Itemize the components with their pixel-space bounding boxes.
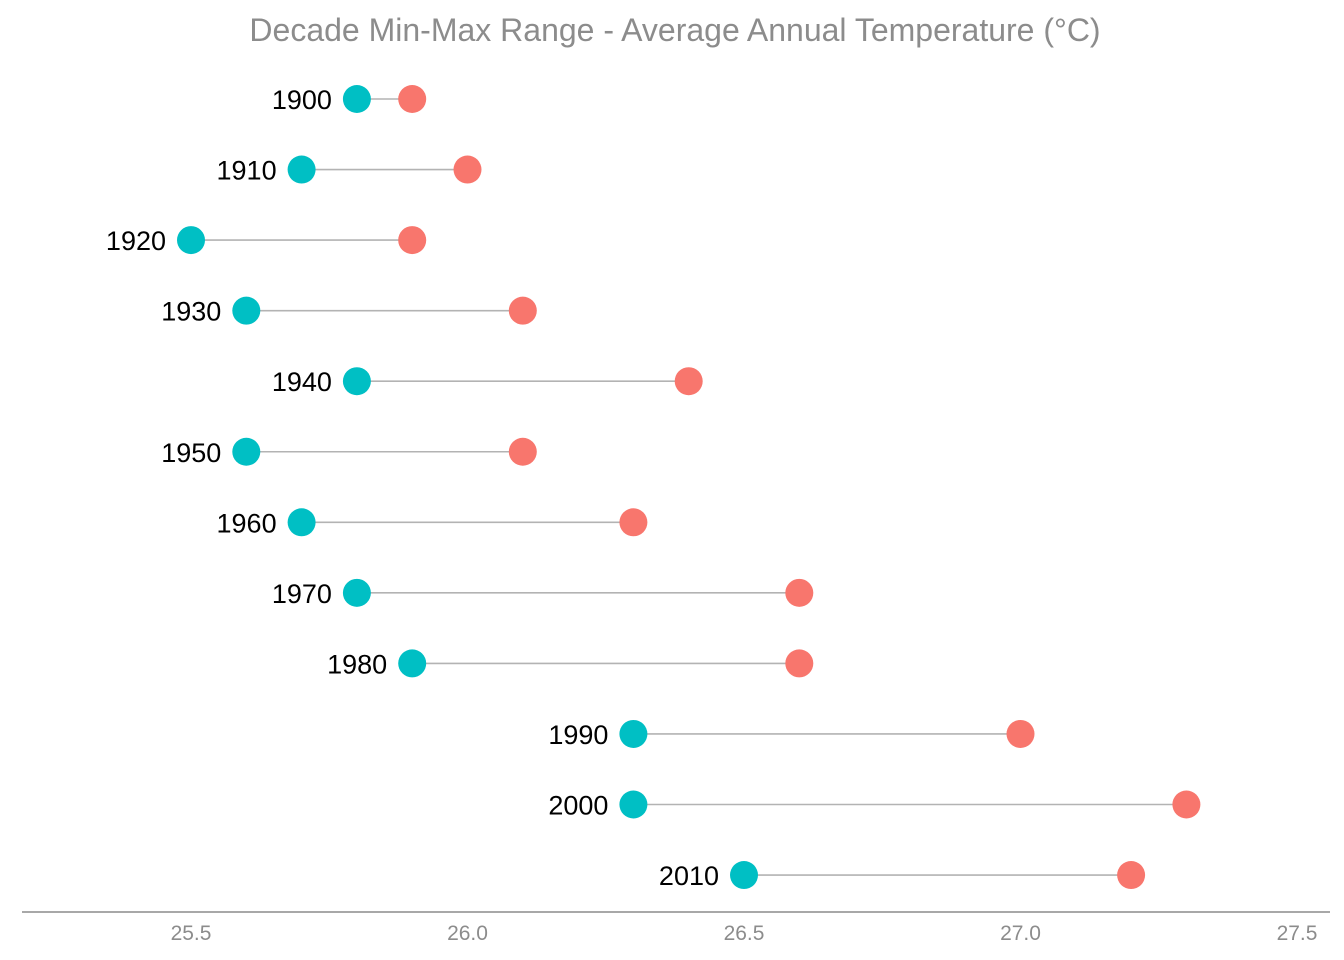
category-label-1980: 1980 (327, 649, 387, 679)
data-points (177, 85, 1201, 890)
x-tick-label: 26.5 (724, 922, 765, 945)
range-lines (191, 98, 1187, 876)
max-point-1960 (619, 508, 648, 537)
x-tick-label: 27.0 (1000, 922, 1041, 945)
max-point-1990 (1006, 719, 1035, 748)
min-point-2010 (730, 861, 758, 890)
category-label-2010: 2010 (659, 861, 719, 891)
max-point-1910 (453, 155, 482, 184)
category-label-1970: 1970 (272, 579, 332, 609)
category-label-1960: 1960 (217, 508, 277, 538)
max-point-1970 (785, 578, 814, 607)
min-point-1960 (287, 508, 316, 537)
max-point-1920 (398, 226, 427, 255)
max-point-1980 (785, 649, 814, 678)
max-point-1900 (398, 85, 427, 113)
min-point-1940 (342, 367, 371, 396)
max-point-1930 (508, 296, 537, 325)
min-point-1930 (232, 296, 261, 325)
x-tick-label: 26.0 (447, 922, 488, 945)
category-label-2000: 2000 (548, 791, 608, 821)
category-label-1910: 1910 (217, 156, 277, 186)
min-point-1990 (619, 719, 648, 748)
min-point-2000 (619, 790, 648, 819)
max-point-2000 (1172, 790, 1201, 819)
min-point-1980 (398, 649, 427, 678)
min-point-1970 (342, 578, 371, 607)
min-point-1950 (232, 437, 261, 466)
min-point-1900 (342, 85, 371, 113)
chart-title: Decade Min-Max Range - Average Annual Te… (249, 12, 1100, 48)
category-label-1900: 1900 (272, 85, 332, 115)
max-point-2010 (1117, 861, 1146, 890)
max-point-1940 (674, 367, 703, 396)
min-point-1910 (287, 155, 316, 184)
min-point-1920 (177, 226, 205, 255)
category-label-1920: 1920 (106, 226, 166, 256)
category-label-1940: 1940 (272, 367, 332, 397)
x-axis-tick-labels: 25.5 26.0 26.5 27.0 27.5 (171, 922, 1318, 945)
category-label-1990: 1990 (548, 720, 608, 750)
category-label-1930: 1930 (161, 297, 221, 327)
x-tick-label: 27.5 (1277, 922, 1318, 945)
x-tick-label: 25.5 (171, 922, 212, 945)
category-label-1950: 1950 (161, 438, 221, 468)
category-labels: 1900 1910 1920 1930 1940 1950 1960 1970 1980 1990… (106, 85, 719, 891)
max-point-1950 (508, 437, 537, 466)
